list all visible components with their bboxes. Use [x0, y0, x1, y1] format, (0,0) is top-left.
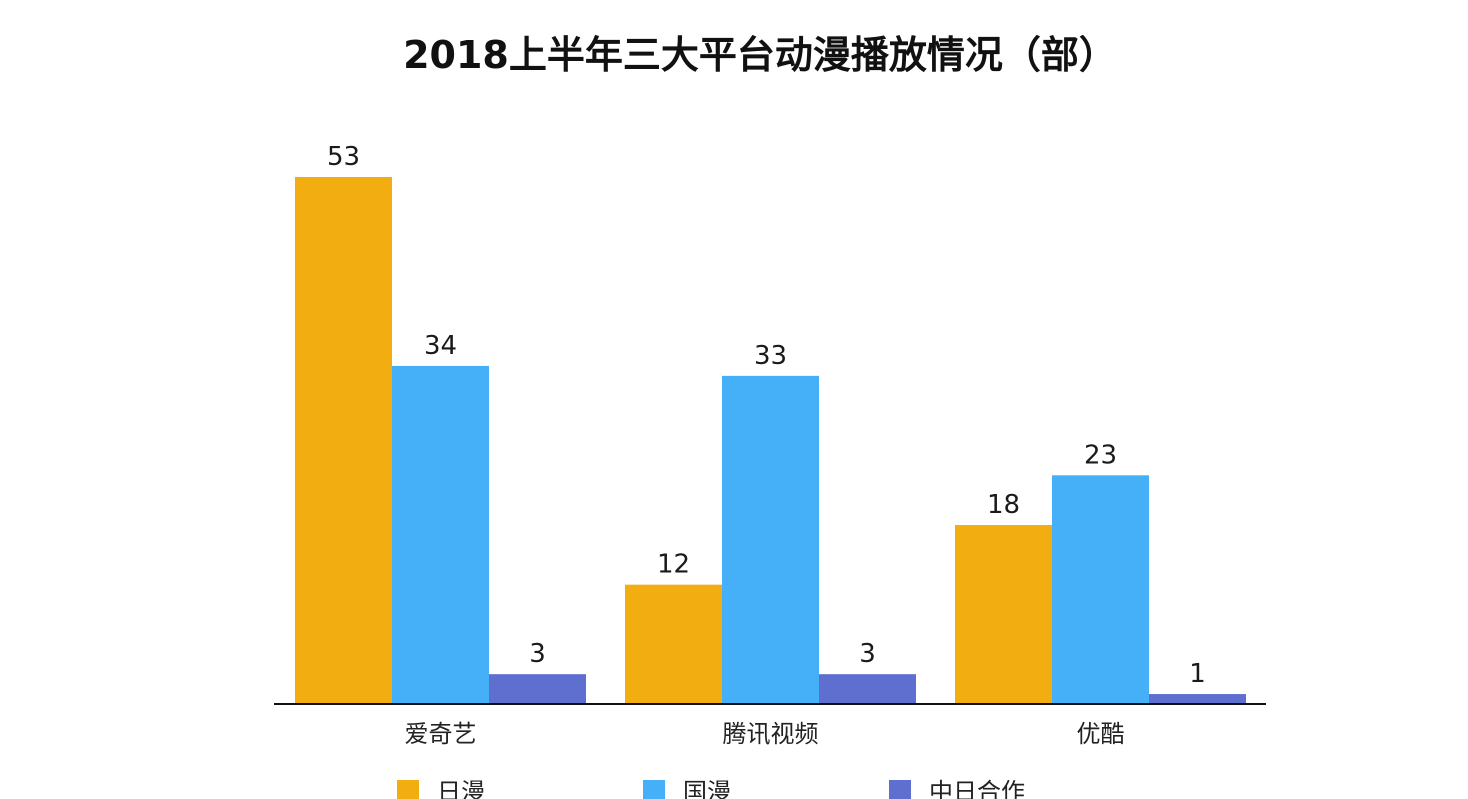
bar-国漫-腾讯视频 — [722, 375, 819, 704]
category-label-优酷: 优酷 — [1077, 720, 1125, 748]
category-label-腾讯视频: 腾讯视频 — [723, 720, 819, 748]
data-label-日漫-优酷: 18 — [987, 490, 1020, 520]
data-label-日漫-爱奇艺: 53 — [327, 142, 360, 172]
data-label-中日合作-爱奇艺: 3 — [529, 639, 546, 669]
legend-swatch-中日合作 — [889, 780, 911, 799]
bar-国漫-优酷 — [1052, 475, 1149, 704]
legend: 日漫 国漫 中日合作 — [397, 778, 1025, 799]
bar-日漫-爱奇艺 — [295, 177, 392, 704]
data-label-中日合作-优酷: 1 — [1189, 659, 1206, 689]
legend-label-国漫: 国漫 — [683, 778, 731, 799]
category-label-爱奇艺: 爱奇艺 — [405, 720, 477, 748]
bar-国漫-爱奇艺 — [392, 365, 489, 704]
legend-label-日漫: 日漫 — [437, 778, 485, 799]
bar-日漫-腾讯视频 — [625, 584, 722, 704]
legend-swatch-国漫 — [643, 780, 665, 799]
bar-中日合作-腾讯视频 — [819, 674, 916, 704]
data-label-国漫-优酷: 23 — [1084, 440, 1117, 470]
data-label-日漫-腾讯视频: 12 — [657, 550, 690, 580]
legend-swatch-日漫 — [397, 780, 419, 799]
legend-label-中日合作: 中日合作 — [929, 778, 1025, 799]
category-labels: 爱奇艺 腾讯视频 优酷 — [405, 720, 1125, 748]
chart-title: 2018上半年三大平台动漫播放情况（部） — [403, 33, 1117, 77]
bar-日漫-优酷 — [955, 525, 1052, 704]
bars-layer — [295, 177, 1246, 704]
bar-中日合作-爱奇艺 — [489, 674, 586, 704]
data-label-中日合作-腾讯视频: 3 — [859, 639, 876, 669]
data-label-国漫-腾讯视频: 33 — [754, 341, 787, 371]
bar-中日合作-优酷 — [1149, 694, 1246, 704]
data-label-国漫-爱奇艺: 34 — [424, 331, 457, 361]
